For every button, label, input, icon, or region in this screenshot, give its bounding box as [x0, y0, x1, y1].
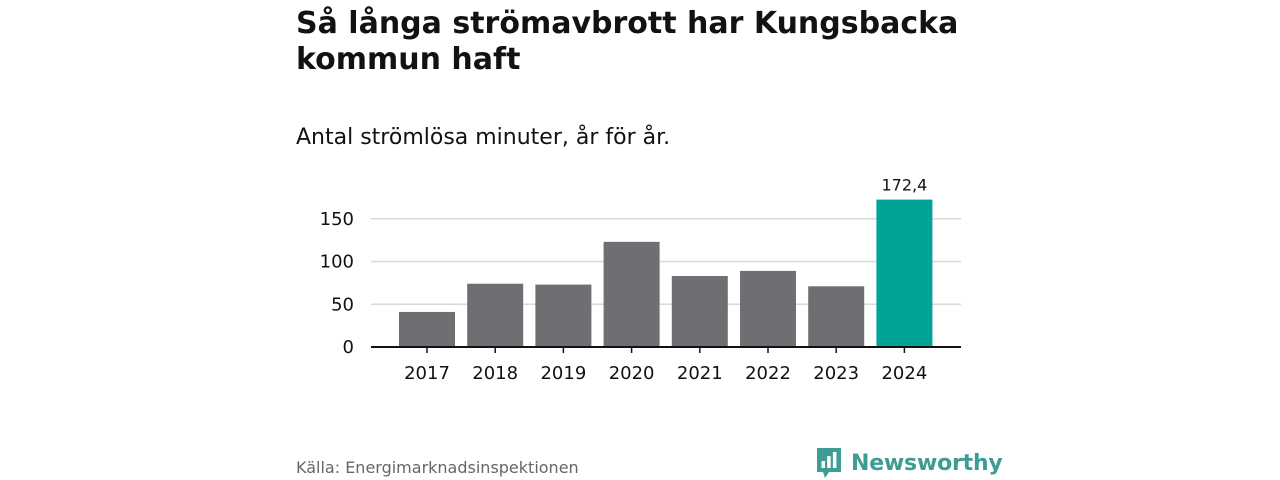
y-tick-label: 150 [320, 209, 354, 230]
brand-logo: Newsworthy [815, 446, 1003, 480]
source-note: Källa: Energimarknadsinspektionen [296, 458, 579, 477]
grid-lines [371, 218, 961, 305]
data-labels: 172,4 [881, 176, 927, 195]
y-tick-label: 0 [343, 337, 354, 358]
x-tick-label: 2021 [677, 363, 723, 384]
bar-2021 [671, 276, 728, 347]
y-axis-ticks: 0 50 100 150 [320, 209, 354, 358]
y-tick-label: 50 [331, 294, 354, 315]
brand-name: Newsworthy [851, 450, 1003, 476]
bar-2023 [808, 286, 865, 347]
x-tick-label: 2019 [540, 363, 586, 384]
bar-2024 [876, 199, 933, 347]
x-tick-label: 2017 [404, 363, 450, 384]
bar-2020 [603, 241, 660, 347]
x-axis-ticks: 2017 2018 2019 2020 2021 2022 2023 2024 [404, 347, 927, 384]
bar-2019 [535, 284, 592, 347]
x-tick-label: 2020 [609, 363, 655, 384]
y-tick-label: 100 [320, 252, 354, 273]
newsworthy-logo-icon [817, 448, 841, 478]
bar-2017 [399, 311, 455, 347]
chart-card: Så långa strömavbrott har Kungsbacka kom… [296, 0, 1003, 480]
data-label-2024: 172,4 [881, 176, 927, 195]
x-tick-label: 2023 [813, 363, 859, 384]
x-tick-label: 2018 [472, 363, 518, 384]
bars [399, 199, 933, 347]
bar-2018 [467, 283, 524, 347]
bar-2022 [740, 270, 796, 347]
chart-subtitle: Antal strömlösa minuter, år för år. [296, 125, 671, 150]
chart-title: Så långa strömavbrott har Kungsbacka kom… [296, 6, 959, 77]
x-tick-label: 2024 [881, 363, 927, 384]
x-tick-label: 2022 [745, 363, 791, 384]
